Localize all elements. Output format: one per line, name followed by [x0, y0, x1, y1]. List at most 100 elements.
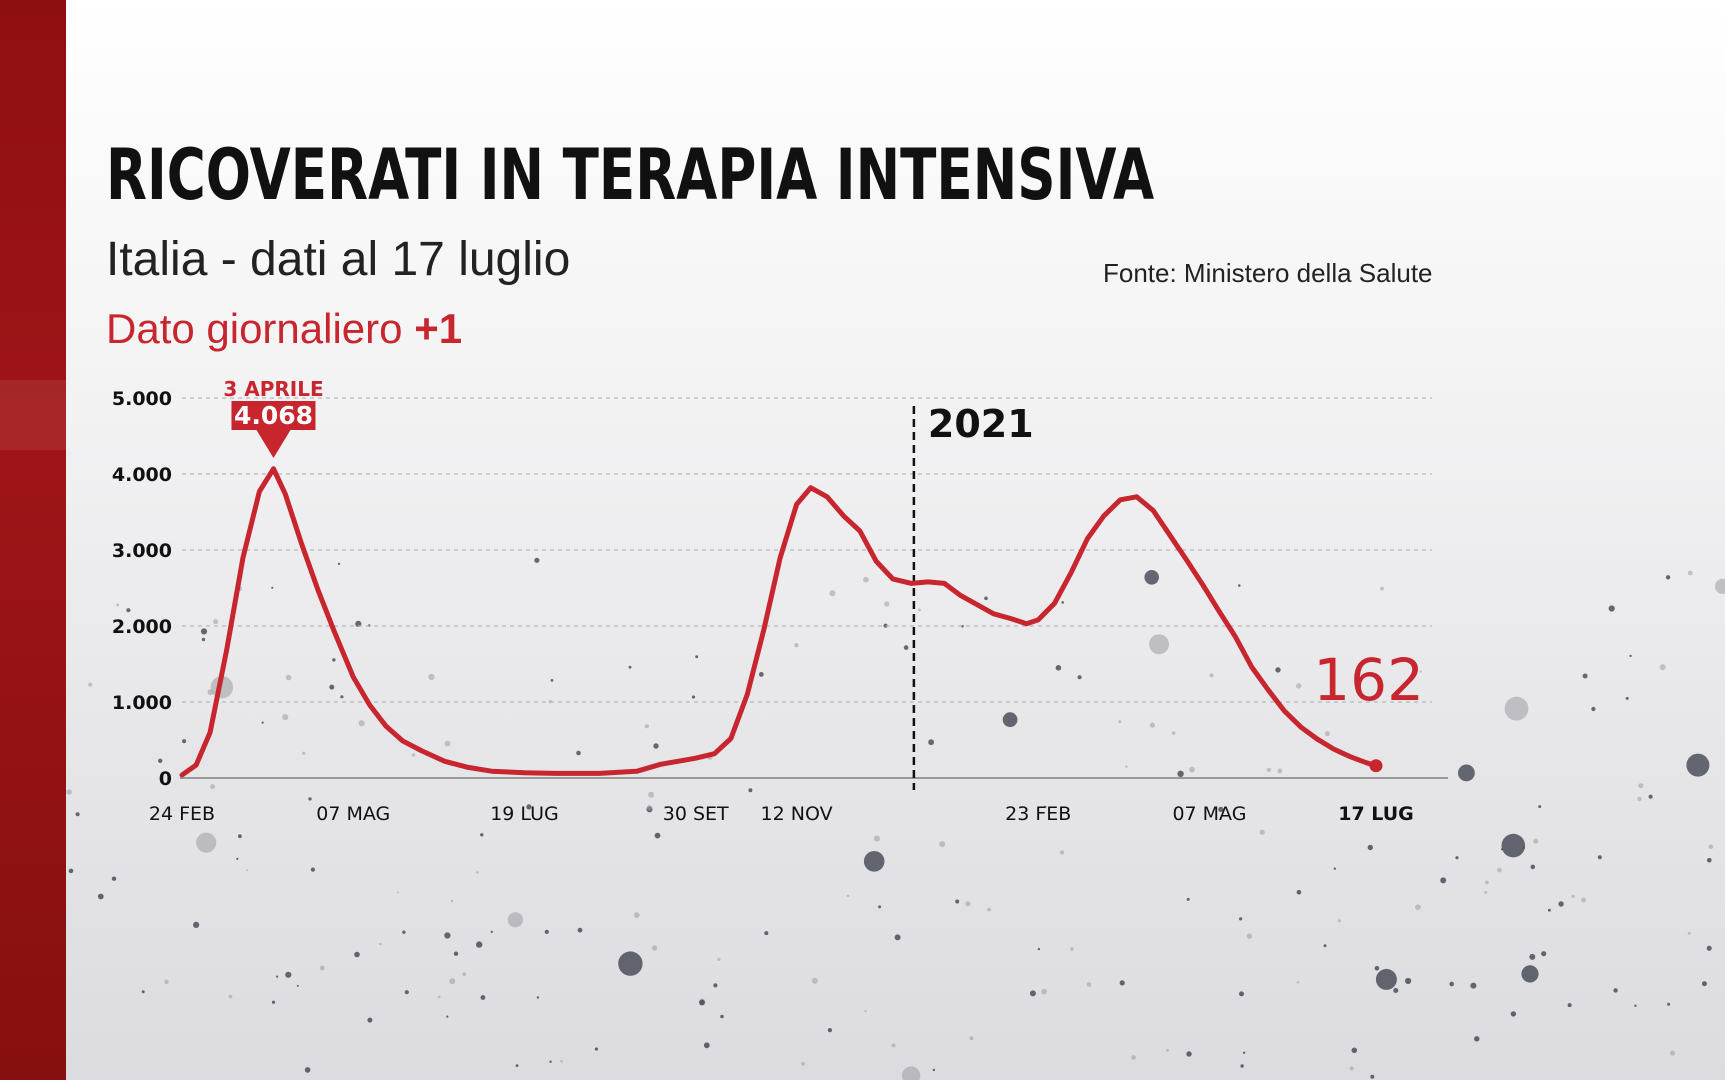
speck	[1296, 889, 1302, 895]
speck	[397, 891, 399, 894]
speck	[1707, 857, 1712, 863]
speck	[1613, 988, 1618, 993]
speck	[1333, 867, 1337, 870]
speck	[1323, 944, 1327, 948]
speck	[1393, 988, 1399, 993]
x-tick-label: 24 FEB	[149, 803, 215, 825]
x-tick-label: 07 MAG	[1172, 803, 1246, 825]
speck	[201, 637, 206, 642]
speck	[1277, 768, 1283, 774]
speck	[319, 965, 325, 971]
speck	[720, 1014, 724, 1019]
speck	[354, 951, 360, 958]
speck	[302, 751, 306, 755]
speck	[1458, 764, 1475, 782]
speck	[699, 999, 705, 1006]
speck	[1504, 696, 1529, 721]
speck	[1370, 1074, 1375, 1079]
speck	[1239, 991, 1244, 997]
y-tick-label: 2.000	[112, 616, 172, 638]
daily-change-value: +1	[414, 305, 463, 352]
speck	[1686, 753, 1710, 777]
speck	[271, 1000, 276, 1004]
speck	[748, 788, 753, 793]
speck	[864, 1010, 867, 1013]
last-value-label: 162	[1313, 646, 1424, 714]
speck	[245, 869, 248, 872]
speck	[1474, 1036, 1480, 1042]
daily-change-label: Dato giornaliero	[106, 305, 403, 352]
speck	[271, 586, 274, 589]
x-tick-label: 07 MAG	[316, 803, 390, 825]
speck	[576, 750, 581, 756]
speck	[1659, 664, 1666, 671]
speck	[1349, 1066, 1354, 1071]
year-label: 2021	[928, 402, 1034, 446]
speck	[1485, 880, 1489, 885]
x-tick-label: 23 FEB	[1005, 803, 1071, 825]
speck	[969, 1036, 974, 1041]
speck	[1638, 783, 1644, 789]
chart-subtitle: Italia - dati al 17 luglio	[106, 233, 571, 286]
speck	[1581, 897, 1586, 903]
speck	[648, 791, 655, 798]
speck	[1070, 947, 1074, 951]
side-accent-bar	[0, 0, 66, 1080]
y-tick-label: 5.000	[112, 388, 172, 410]
x-tick-label: 30 SET	[663, 803, 729, 825]
speck	[453, 951, 459, 956]
speck	[1061, 601, 1064, 604]
speck	[310, 867, 315, 872]
speck	[66, 789, 72, 795]
speck	[1131, 1055, 1136, 1060]
speck	[1687, 931, 1691, 935]
speck	[618, 951, 643, 976]
speck	[1029, 990, 1036, 997]
speck	[965, 901, 971, 907]
speck	[644, 724, 650, 729]
y-tick-label: 0	[159, 768, 172, 790]
speck	[1166, 1048, 1169, 1052]
speck	[1538, 805, 1542, 809]
speck	[827, 1028, 833, 1033]
speck	[1246, 933, 1253, 939]
speck	[651, 945, 658, 951]
speck	[863, 576, 869, 583]
speck	[1055, 665, 1062, 671]
speck	[1259, 829, 1265, 835]
speck	[1571, 894, 1575, 899]
speck	[304, 1067, 311, 1073]
speck	[1470, 982, 1477, 989]
speck	[1240, 1064, 1244, 1068]
speck	[1275, 667, 1281, 673]
grid-lines	[180, 397, 1448, 779]
speck	[1591, 706, 1596, 712]
speck	[450, 899, 454, 903]
speck	[182, 739, 187, 744]
speck	[1419, 670, 1422, 673]
speck	[1582, 673, 1588, 679]
speck	[695, 655, 699, 659]
speck	[560, 1059, 563, 1063]
speck	[1530, 864, 1536, 870]
speck	[446, 1015, 449, 1018]
speck	[1077, 675, 1082, 680]
speck	[633, 912, 640, 918]
speck	[1144, 570, 1159, 585]
speck	[1501, 833, 1526, 858]
speck	[1455, 856, 1459, 860]
speck	[1118, 720, 1122, 724]
speck	[1597, 855, 1602, 860]
speck	[1119, 980, 1125, 986]
speck	[654, 832, 661, 839]
speck	[462, 972, 467, 977]
speck	[1380, 586, 1384, 591]
speck	[1375, 968, 1397, 990]
speck	[213, 619, 219, 625]
speck	[863, 851, 885, 872]
x-tick-label: 17 LUG	[1338, 803, 1414, 825]
speck	[526, 804, 532, 810]
speck	[515, 1064, 519, 1067]
speck	[1634, 1004, 1637, 1007]
speck	[1449, 981, 1454, 987]
